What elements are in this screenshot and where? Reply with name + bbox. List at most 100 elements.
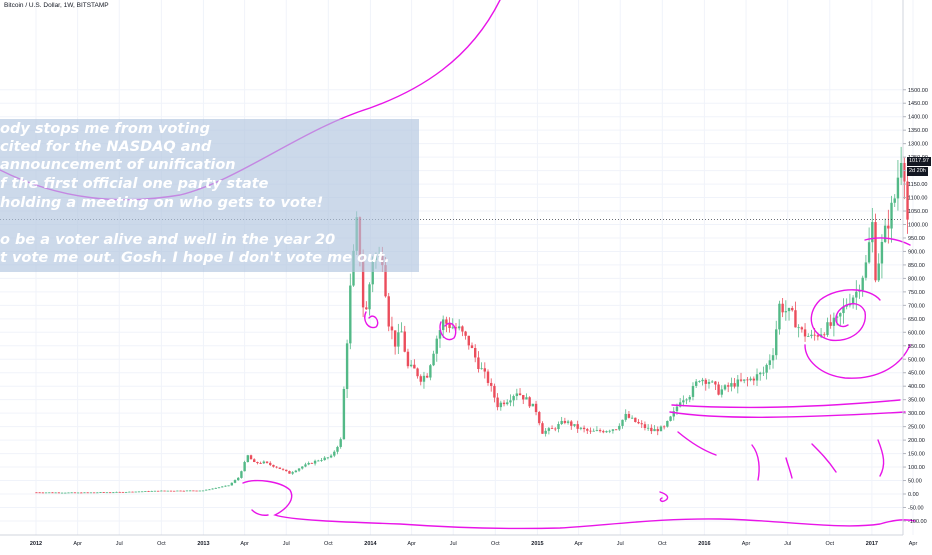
candle-body: [899, 162, 903, 178]
text-note-box[interactable]: ody stops me from voting cited for the N…: [0, 119, 419, 272]
candle-body: [874, 222, 877, 281]
candle-body: [464, 331, 467, 336]
candle-body: [743, 379, 746, 381]
hand-dash-3[interactable]: [785, 457, 793, 479]
candle-body: [650, 427, 653, 432]
candle-body: [371, 260, 374, 285]
candle-body: [765, 364, 768, 373]
candle-body: [643, 424, 647, 428]
candle-body: [746, 379, 749, 381]
candle-body: [640, 423, 643, 425]
y-tick-label: 700.00: [908, 303, 925, 309]
candle-body: [871, 222, 874, 243]
candle-body: [313, 460, 317, 464]
candle-body: [435, 338, 438, 354]
candle-body: [554, 428, 557, 430]
candle-body: [269, 462, 272, 465]
candle-body: [611, 429, 615, 431]
hand-swirl-arc[interactable]: [804, 344, 911, 379]
candle-body: [813, 334, 816, 336]
candle-body: [550, 428, 554, 430]
candle-body: [710, 381, 714, 383]
candle-body: [230, 482, 234, 486]
note-line-3: announcement of unification: [0, 157, 236, 173]
hand-arc-upper[interactable]: [864, 237, 911, 246]
candle-body: [246, 455, 250, 463]
y-tick-label: -50.00: [908, 505, 924, 511]
candle-body: [413, 364, 416, 369]
candle-body: [682, 400, 685, 403]
candle-body: [44, 492, 48, 494]
hand-shelf-1[interactable]: [671, 399, 901, 409]
hand-circle-mid[interactable]: [439, 321, 457, 341]
candle-body: [301, 466, 304, 469]
candle-body: [467, 335, 470, 346]
candle-body: [214, 487, 217, 489]
candle-body: [576, 424, 579, 429]
y-tick-label: 900.00: [908, 249, 925, 255]
hand-shelf-2[interactable]: [669, 411, 906, 418]
candle-body: [903, 162, 906, 182]
x-tick-label: Apr: [574, 541, 583, 547]
candle-body: [243, 462, 246, 472]
candle-body: [493, 385, 496, 398]
candle-body: [35, 492, 38, 494]
candle-body: [816, 335, 820, 337]
candle-body: [429, 365, 432, 378]
candle-body: [92, 492, 96, 494]
y-tick-label: 500.00: [908, 357, 925, 363]
candle-body: [387, 296, 390, 327]
hand-bottom-left-tail[interactable]: [251, 509, 269, 516]
note-line-1: ody stops me from voting: [0, 121, 211, 137]
hand-dash-1[interactable]: [677, 431, 717, 456]
candle-body: [201, 490, 205, 492]
candle-body: [147, 491, 150, 492]
candle-body: [534, 403, 538, 413]
x-tick-label: Apr: [73, 541, 82, 547]
candle-body: [842, 306, 845, 314]
hand-bottom-blob[interactable]: [242, 479, 916, 530]
y-tick-label: 650.00: [908, 317, 925, 323]
candle-body: [880, 241, 884, 264]
hand-dash-4[interactable]: [811, 443, 837, 473]
candle-body: [775, 329, 778, 356]
candle-body: [614, 429, 618, 431]
candle-body: [38, 492, 41, 494]
candle-body: [262, 461, 266, 464]
candle-body: [137, 491, 141, 493]
x-tick-label: Jul: [450, 541, 457, 547]
candle-body: [365, 307, 368, 310]
x-tick-label: 2013: [197, 541, 209, 547]
candle-body: [118, 491, 121, 493]
candle-body: [256, 462, 259, 464]
y-tick-label: 1100.00: [908, 196, 927, 202]
candle-body: [547, 428, 551, 431]
x-tick-label: 2012: [30, 541, 42, 547]
hand-squiggle[interactable]: [659, 491, 669, 502]
candle-body: [406, 351, 410, 367]
candle-body: [653, 429, 656, 432]
y-tick-label: 50.00: [908, 479, 922, 485]
candle-body: [675, 406, 679, 412]
candle-body: [598, 430, 602, 432]
candle-body: [89, 492, 93, 494]
x-tick-label: Oct: [491, 541, 500, 547]
hand-dash-5[interactable]: [877, 439, 885, 477]
candle-body: [169, 490, 173, 492]
hand-spiral[interactable]: [810, 289, 881, 342]
hand-dash-2[interactable]: [751, 444, 760, 481]
x-tick-label: Apr: [909, 541, 918, 547]
candle-body: [826, 322, 829, 336]
candle-body: [867, 242, 871, 263]
candle-body: [890, 202, 893, 229]
candle-body: [726, 385, 730, 387]
candle-body: [416, 368, 419, 377]
candle-body: [342, 388, 346, 440]
candle-body: [272, 464, 275, 467]
candle-body: [800, 327, 804, 330]
hand-circle-left[interactable]: [364, 311, 379, 329]
candle-body: [784, 311, 788, 313]
candle-body: [140, 491, 144, 493]
x-tick-label: 2016: [698, 541, 710, 547]
